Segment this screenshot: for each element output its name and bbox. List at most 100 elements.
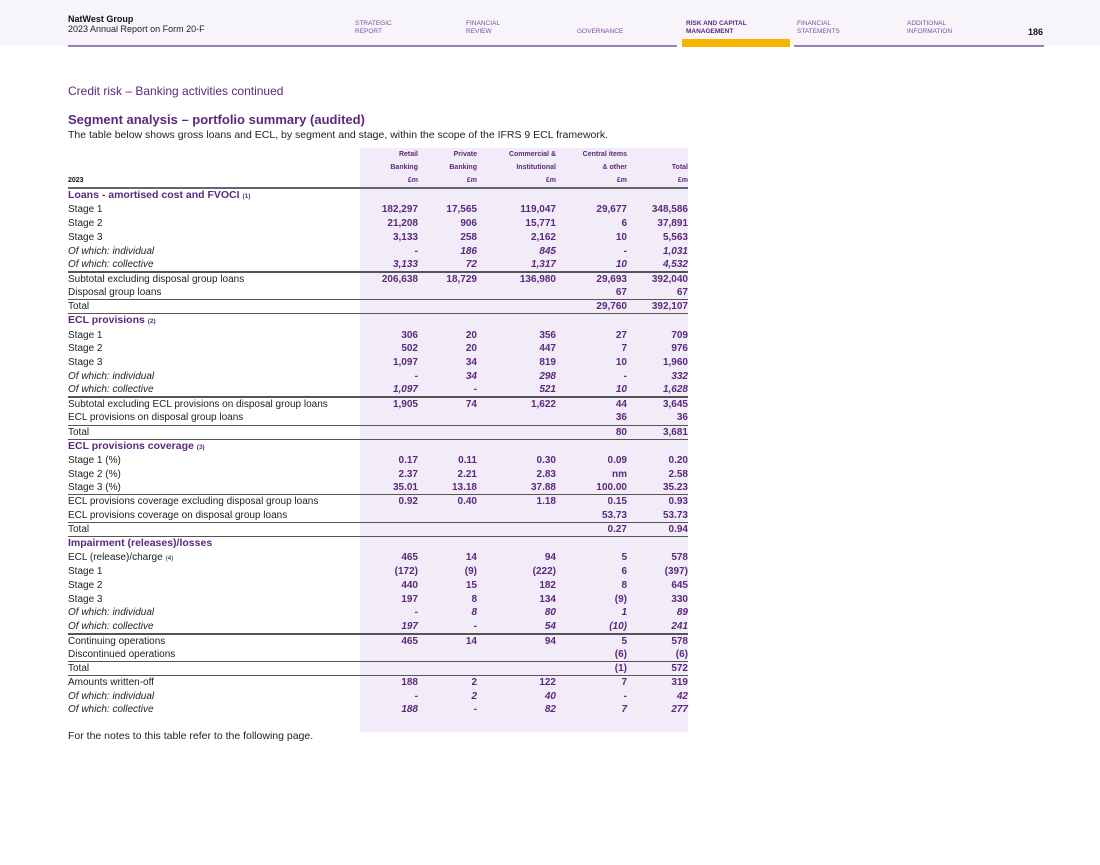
cell-value: [477, 424, 556, 439]
footnote: For the notes to this table refer to the…: [68, 730, 314, 742]
cell-value: 6: [621, 218, 627, 230]
nav-tab-management[interactable]: RISK AND CAPITAL MANAGEMENT: [686, 20, 747, 35]
table-row: Total (1) 572: [68, 661, 688, 676]
cell-value: [360, 424, 418, 439]
cell-value: 447: [539, 343, 556, 355]
portfolio-summary-table: Retail Private Commercial & Central items Ba…: [68, 148, 688, 717]
column-header: Institutional: [516, 164, 556, 171]
cell-value: 2.58: [668, 468, 688, 480]
nav-tab-line1: ADDITIONAL: [907, 20, 947, 27]
nav-tab-information[interactable]: ADDITIONAL INFORMATION: [907, 20, 952, 35]
column-header: £m: [477, 174, 556, 189]
year-label: 2023: [68, 174, 360, 189]
cell-value: 3,681: [627, 424, 688, 439]
nav-tab-statements[interactable]: FINANCIAL STATEMENTS: [797, 20, 840, 35]
table-header-row: Retail Private Commercial & Central items: [68, 148, 688, 161]
cell-value: 134: [539, 593, 556, 605]
cell-value: 502: [401, 343, 418, 355]
cell-value: 2.21: [457, 468, 477, 480]
section-note: (3): [196, 443, 205, 451]
cell-value: 3,645: [627, 396, 688, 412]
row-label: Of which: individual: [68, 690, 155, 702]
cell-value: -: [623, 245, 627, 257]
cell-value: (9): [464, 566, 477, 578]
cell-value: 348,586: [651, 204, 688, 216]
row-label: ECL provisions on disposal group loans: [68, 412, 244, 424]
cell-value: 0.27: [556, 521, 627, 537]
cell-value: -: [414, 370, 418, 382]
cell-value: 29,760: [556, 299, 627, 314]
cell-value: 356: [539, 329, 556, 341]
cell-value: 0.17: [398, 454, 418, 466]
row-label: Subtotal excluding ECL provisions on dis…: [68, 399, 328, 411]
cell-value: (9): [614, 593, 627, 605]
row-note: (4): [165, 554, 174, 562]
cell-value: -: [414, 690, 418, 702]
table-row: Stage 2 440 15 182 8 645: [68, 579, 688, 593]
report-name: 2023 Annual Report on Form 20-F: [68, 24, 205, 34]
cell-value: [418, 286, 477, 300]
section-heading: ECL provisions: [68, 314, 145, 327]
page-subtitle: The table below shows gross loans and EC…: [68, 129, 609, 141]
cell-value: 136,980: [477, 271, 556, 286]
cell-value: -: [473, 384, 477, 396]
cell-value: 572: [627, 661, 688, 676]
cell-value: 182: [539, 579, 556, 591]
cell-value: [418, 299, 477, 314]
page-header: NatWest Group 2023 Annual Report on Form…: [0, 0, 1100, 47]
cell-value: 392,040: [627, 271, 688, 286]
cell-value: 20: [465, 329, 477, 341]
cell-value: 5: [621, 552, 627, 564]
cell-value: -: [473, 620, 477, 632]
cell-value: 4,532: [662, 259, 688, 270]
row-label: Stage 3: [68, 357, 103, 369]
cell-value: 241: [671, 620, 688, 632]
cell-value: 332: [671, 370, 688, 382]
cell-value: 0.15: [556, 494, 627, 509]
nav-tab-review[interactable]: FINANCIAL REVIEW: [466, 20, 500, 35]
table-row: Total 80 3,681: [68, 424, 688, 439]
nav-tab-report[interactable]: STRATEGIC REPORT: [355, 20, 392, 35]
column-header: Banking: [449, 164, 477, 171]
section-heading: Impairment (releases)/losses: [68, 536, 213, 549]
cell-value: 8: [471, 593, 477, 605]
cell-value: nm: [612, 468, 627, 480]
cell-value: 976: [671, 343, 688, 355]
cell-value: 10: [615, 259, 627, 270]
cell-value: 645: [671, 579, 688, 591]
breadcrumb: Credit risk – Banking activities continu…: [68, 84, 284, 98]
table-row: Stage 3 3,133 258 2,162 10 5,563: [68, 231, 688, 245]
page-number: 186: [1028, 27, 1044, 37]
cell-value: 1,628: [662, 384, 688, 396]
cell-value: 34: [465, 370, 477, 382]
cell-value: 36: [615, 412, 627, 424]
cell-value: 1.18: [477, 494, 556, 509]
nav-tab-line1: FINANCIAL: [797, 20, 831, 27]
cell-value: 40: [544, 690, 556, 702]
table-header-row: Banking Banking Institutional & other Total: [68, 161, 688, 174]
nav-tab-line2: STATEMENTS: [797, 27, 840, 35]
table-row: Stage 1 306 20 356 27 709: [68, 328, 688, 342]
section-heading: ECL provisions coverage: [68, 439, 194, 452]
cell-value: 845: [539, 245, 556, 257]
column-header: Total: [671, 164, 688, 171]
table-row: Of which: individual - 2 40 - 42: [68, 689, 688, 703]
nav-tab-governance[interactable]: GOVERNANCE: [577, 20, 623, 35]
table-row: Of which: collective 3,133 72 1,317 10 4,532: [68, 258, 688, 272]
cell-value: 197: [401, 593, 418, 605]
table-row: Stage 3 (%) 35.01 13.18 37.88 100.00 35.23: [68, 481, 688, 495]
row-label: ECL provisions coverage excluding dispos…: [68, 496, 319, 508]
cell-value: [418, 509, 477, 523]
row-label: Stage 1: [68, 566, 103, 578]
cell-value: 578: [671, 552, 688, 564]
page-title: Segment analysis – portfolio summary (au…: [68, 112, 365, 127]
cell-value: 21,208: [387, 218, 418, 230]
row-label: Total: [68, 523, 90, 535]
cell-value: 67: [615, 287, 627, 299]
table-row: Disposal group loans 67 67: [68, 286, 688, 300]
active-section-indicator: [682, 39, 790, 47]
cell-value: 258: [460, 231, 477, 243]
row-label: Subtotal excluding disposal group loans: [68, 274, 245, 285]
year-label: [68, 161, 360, 174]
table-row: Stage 2 (%) 2.37 2.21 2.83 nm 2.58: [68, 467, 688, 481]
